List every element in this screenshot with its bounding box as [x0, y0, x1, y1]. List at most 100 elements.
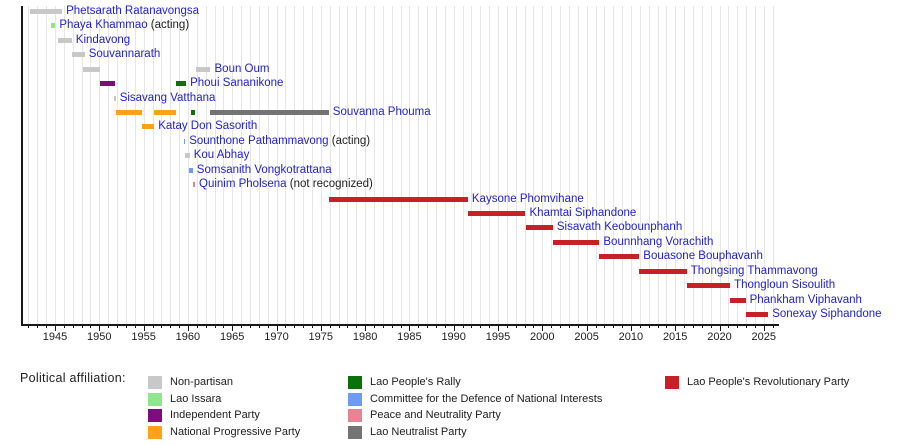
- timeline-bar: [83, 66, 101, 72]
- axis-tick: [28, 325, 30, 328]
- axis-tick: [586, 325, 588, 331]
- year-gridline: [161, 6, 163, 324]
- axis-tick: [506, 325, 508, 328]
- pm-row-label: Katay Don Sasorith: [158, 120, 257, 133]
- pm-name-link[interactable]: Kaysone Phomvihane: [471, 192, 584, 205]
- year-gridline: [294, 6, 296, 324]
- year-gridline: [311, 6, 313, 324]
- axis-tick: [772, 325, 774, 328]
- axis-tick: [427, 325, 429, 328]
- year-gridline: [471, 6, 473, 324]
- pm-name-link[interactable]: Katay Don Sasorith: [158, 120, 258, 133]
- axis-tick: [436, 325, 437, 328]
- pm-name-link[interactable]: Khamtai Siphandone: [529, 207, 637, 219]
- year-gridline: [241, 6, 243, 324]
- pm-row-label: Thongsing Thammavong: [691, 265, 818, 278]
- axis-tick: [161, 325, 163, 328]
- year-gridline: [515, 6, 517, 324]
- year-gridline: [684, 6, 686, 324]
- year-gridline: [187, 6, 189, 324]
- axis-tick: [99, 325, 101, 331]
- axis-tick-label: 1990: [441, 331, 466, 343]
- pm-row-label: Kou Abhay: [194, 149, 250, 162]
- year-gridline: [347, 6, 349, 324]
- pm-name-link[interactable]: Kindavong: [75, 33, 131, 46]
- year-gridline: [436, 6, 437, 324]
- pm-name-link[interactable]: Sounthone Pathammavong: [189, 134, 329, 147]
- pm-row-label: Phankham Viphavanh: [750, 294, 862, 307]
- axis-tick: [365, 325, 367, 331]
- year-gridline: [143, 6, 145, 324]
- year-gridline: [90, 6, 92, 324]
- pm-name-link[interactable]: Bounnhang Vorachith: [603, 235, 714, 248]
- legend-label-progressive: National Progressive Party: [170, 426, 301, 439]
- pm-row-label: Boun Oum: [215, 63, 270, 76]
- axis-tick: [604, 325, 606, 328]
- axis-tick: [754, 325, 756, 328]
- axis-tick: [134, 325, 136, 328]
- pm-name-link[interactable]: Phetsarath Ratanavongsa: [66, 5, 200, 17]
- axis-tick: [480, 325, 482, 328]
- year-gridline: [719, 6, 721, 324]
- pm-name-link[interactable]: Sisavang Vatthana: [119, 91, 216, 104]
- axis-tick: [249, 325, 251, 328]
- pm-name-link[interactable]: Boun Oum: [214, 62, 270, 75]
- legend-label-cdni: Committee for the Defence of National In…: [370, 392, 603, 405]
- year-gridline: [586, 6, 588, 324]
- timeline-bar: [71, 52, 85, 58]
- axis-tick: [311, 325, 313, 328]
- pm-name-link[interactable]: Quinim Pholsena: [199, 178, 287, 191]
- timeline-bar: [175, 81, 187, 87]
- legend-swatch-non_partisan: [148, 376, 162, 389]
- year-gridline: [152, 6, 154, 324]
- pm-name-link[interactable]: Phaya Khammao: [59, 19, 148, 32]
- axis-tick: [763, 325, 765, 331]
- axis-tick: [630, 325, 632, 331]
- pm-name-link[interactable]: Phoui Sananikone: [190, 77, 284, 90]
- legend-swatch-progressive: [148, 426, 162, 440]
- legend-label-lprp: Lao People's Revolutionary Party: [687, 376, 850, 388]
- year-gridline: [622, 6, 623, 324]
- pm-name-link[interactable]: Kou Abhay: [193, 149, 250, 162]
- year-gridline: [754, 6, 756, 324]
- pm-name-link[interactable]: Souvanna Phouma: [332, 106, 431, 118]
- axis-tick: [657, 325, 659, 328]
- axis-tick: [347, 325, 349, 328]
- pm-row-label: Souvannarath: [89, 48, 161, 61]
- year-gridline: [134, 6, 136, 324]
- year-gridline: [285, 6, 287, 324]
- pm-name-link[interactable]: Sisavath Keobounphanh: [556, 221, 683, 234]
- year-gridline: [338, 6, 340, 324]
- axis-tick: [72, 325, 74, 328]
- legend-title: Political affiliation:: [20, 371, 126, 385]
- legend-swatch-rally: [348, 376, 362, 389]
- axis-tick: [338, 325, 340, 328]
- year-gridline: [108, 6, 110, 324]
- pm-name-link[interactable]: Thongsing Thammavong: [690, 264, 818, 277]
- legend-swatch-lao_issara: [148, 392, 162, 406]
- axis-tick: [489, 325, 491, 328]
- axis-tick: [117, 325, 118, 328]
- axis-tick: [81, 325, 83, 328]
- pm-name-link[interactable]: Thongloun Sisoulith: [734, 279, 836, 292]
- pm-name-link[interactable]: Somsanith Vongkotrattana: [196, 163, 332, 176]
- year-gridline: [170, 6, 172, 324]
- timeline-bar: [57, 37, 72, 43]
- year-gridline: [205, 6, 207, 324]
- x-axis-line: [21, 324, 779, 326]
- pm-name-link[interactable]: Sonexay Siphandone: [772, 308, 882, 320]
- timeline-bar: [100, 81, 116, 87]
- pm-name-link[interactable]: Souvannarath: [88, 48, 161, 61]
- pm-row-label: Kaysone Phomvihane: [472, 193, 584, 206]
- year-gridline: [613, 6, 615, 324]
- pm-name-link[interactable]: Bouasone Bouphavanh: [643, 250, 763, 263]
- pm-name-link[interactable]: Phankham Viphavanh: [749, 293, 862, 306]
- timeline-bar: [141, 124, 155, 130]
- pm-row-label: Phaya Khammao (acting): [59, 19, 189, 32]
- pm-name-note: (acting): [147, 19, 190, 32]
- pm-row-label: Sisavang Vatthana: [120, 92, 216, 105]
- axis-tick: [143, 325, 145, 331]
- axis-tick-label: 1975: [308, 331, 334, 343]
- year-gridline: [365, 6, 367, 324]
- axis-tick-label: 1970: [264, 331, 289, 343]
